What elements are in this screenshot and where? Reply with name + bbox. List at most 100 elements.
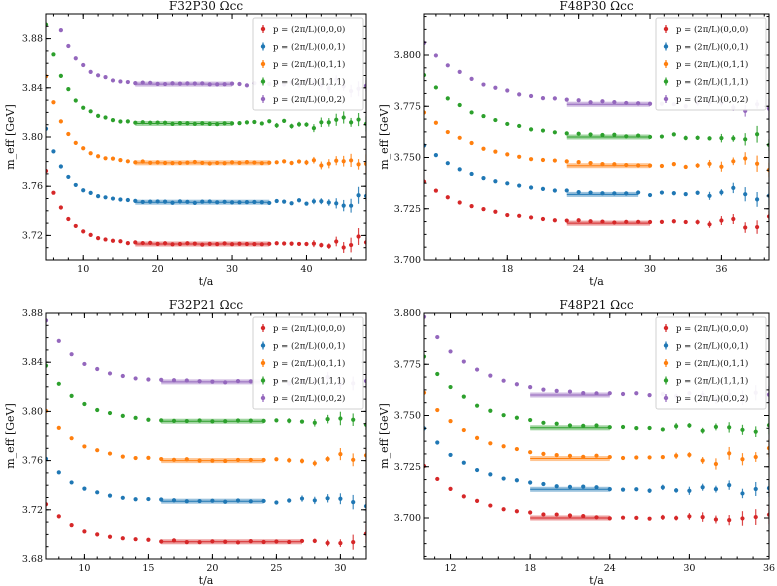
data-point [200,199,205,204]
data-point [155,81,160,86]
data-point [274,500,279,505]
data-point [674,424,679,429]
data-point [564,218,569,223]
data-point [594,515,599,520]
series-3 [424,390,769,470]
legend-marker [663,360,669,366]
legend-marker [260,395,266,401]
data-point [103,156,108,161]
data-point [146,496,151,502]
data-point [514,382,519,387]
data-point [461,460,466,465]
data-point [110,118,116,123]
data-point [296,122,302,127]
y-axis: 3.68 3.72 3.76 3.80 3.84 3.88 [22,308,366,565]
y-tick-label: 3.88 [22,34,43,45]
data-point [659,163,665,169]
y-tick-label: 3.76 [22,456,43,467]
y-tick-label: 3.800 [394,308,421,319]
data-point [210,419,215,424]
data-point [647,219,653,225]
data-point [229,242,235,247]
data-point [170,242,175,247]
data-point [222,199,227,204]
legend-label: p = (2π/L)(0,1,1) [273,59,345,70]
data-point [528,93,534,99]
data-point [107,493,113,498]
legend-marker [663,79,669,84]
data-point [155,120,160,125]
y-tick-label: 3.700 [394,255,421,266]
data-point [517,123,522,129]
y-tick-label: 3.80 [22,406,43,417]
data-point [235,378,241,384]
legend-label: p = (2π/L)(1,1,1) [676,77,748,88]
data-point [244,159,250,165]
series-1 [46,168,366,253]
data-point [554,484,559,489]
data-point [567,423,573,428]
data-point [148,160,153,165]
data-point [541,512,546,517]
legend: p = (2π/L)(0,0,0) p = (2π/L)(0,0,1) p = (2… [655,17,767,111]
data-point [481,207,486,212]
data-point [581,391,586,396]
data-point [95,490,100,495]
data-point [743,156,748,161]
data-point [334,117,339,122]
data-point [564,188,569,193]
x-tick-label: 25 [270,563,282,574]
data-point [73,56,78,61]
data-point [120,495,125,500]
data-point [766,485,769,491]
data-point [341,203,346,208]
data-point [140,199,145,205]
data-point [103,115,108,120]
data-point [192,81,197,86]
data-point [299,458,305,464]
data-point [46,456,49,461]
data-point [107,410,113,416]
data-point [140,240,145,246]
series-2 [46,456,366,512]
legend-label: p = (2π/L)(0,0,0) [273,323,345,334]
data-point [707,161,712,166]
data-point [564,159,569,164]
data-point [110,238,116,243]
data-point [46,363,49,368]
data-point [223,499,228,504]
data-point [540,186,546,191]
data-point [624,162,629,168]
data-point [719,190,724,195]
data-point [445,63,450,68]
data-point [588,190,593,195]
data-point [66,174,71,180]
legend-marker [260,79,266,84]
data-point [356,117,361,122]
data-point [740,427,745,432]
data-point [184,378,189,383]
data-point [88,232,93,237]
data-point [588,100,593,105]
data-point [707,136,712,141]
data-point [541,387,546,392]
data-point [731,159,736,164]
data-point [683,191,688,197]
data-point [299,419,305,424]
data-point [69,523,74,528]
legend-marker [260,325,266,331]
data-point [223,458,228,464]
data-point [695,190,700,195]
data-point [311,241,317,246]
legend-marker [663,395,669,401]
data-point [197,379,202,384]
data-point [312,538,317,543]
legend-marker [260,26,266,32]
data-point [287,458,292,463]
x-axis-label: t/a [199,574,214,586]
data-point [469,140,474,146]
data-point [740,457,745,462]
data-point [683,219,688,225]
data-point [501,444,506,449]
data-point [445,161,450,166]
